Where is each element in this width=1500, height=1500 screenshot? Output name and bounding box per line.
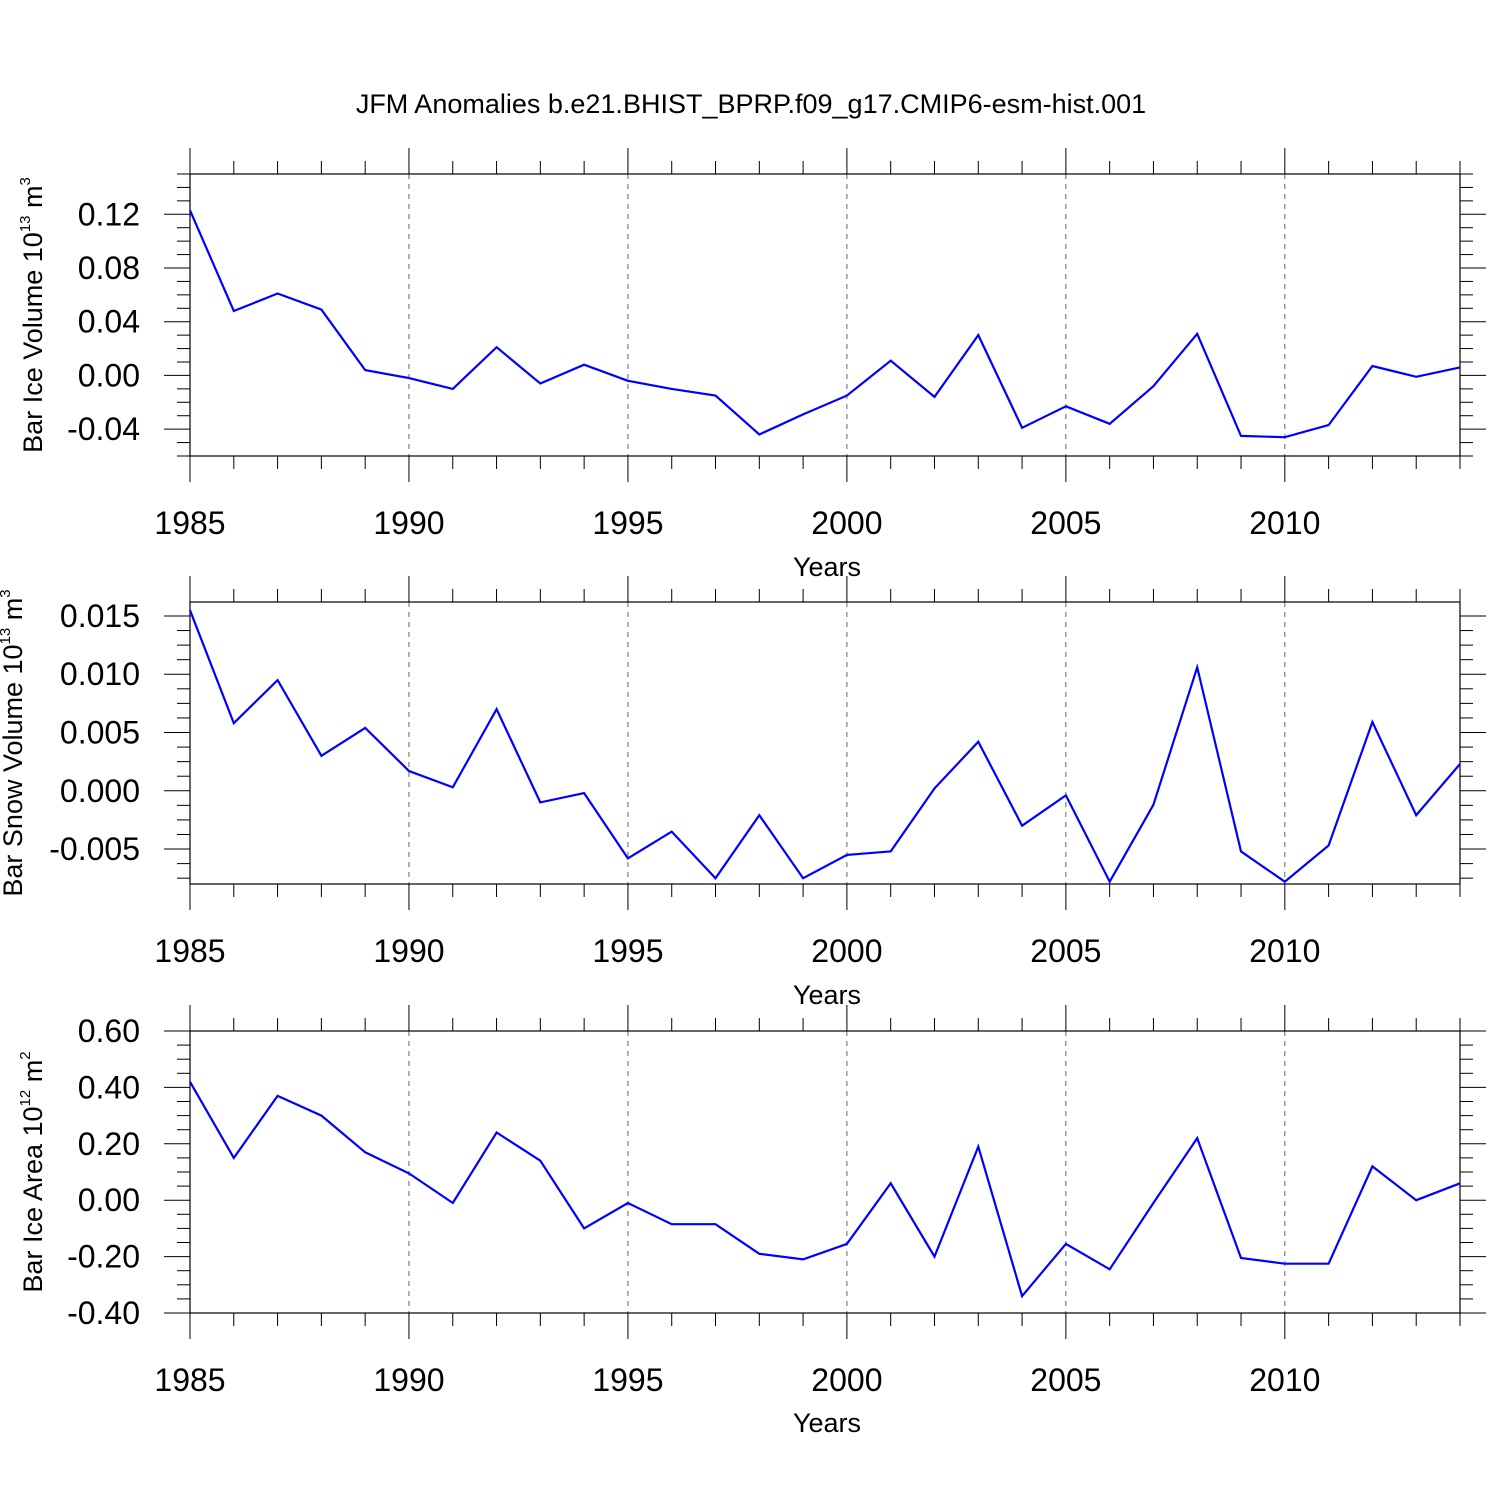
y-tick-label: 0.12 — [78, 196, 140, 232]
plot-frame — [189, 173, 1461, 457]
chart-panel-2: -0.005 0.000 0.005 0.010 0.015 1985 1990 1995 20… — [0, 576, 1486, 1010]
x-tick-label: 2010 — [1249, 505, 1320, 541]
y-axis-label-unit: m — [18, 186, 48, 216]
y-axis-label-exponent: 12 — [17, 1090, 34, 1107]
figure-title: JFM Anomalies b.e21.BHIST_BPRP.f09_g17.C… — [356, 89, 1146, 119]
y-axis-label-main: Bar Snow Volume 10 — [0, 644, 28, 896]
x-tick-label: 1990 — [373, 933, 444, 969]
y-tick-label: 0.000 — [60, 773, 140, 809]
y-tick-label: 0.08 — [78, 250, 140, 286]
y-tick-label: 0.04 — [78, 304, 140, 340]
y-axis-label-unit: m — [0, 598, 28, 628]
y-axis-label: Bar Snow Volume 1013 m3 — [0, 589, 28, 896]
chart-panel-1: -0.04 0.00 0.04 0.08 0.12 1985 1990 1995 2000 200… — [17, 148, 1486, 582]
x-tick-label: 2000 — [811, 933, 882, 969]
y-tick-label: -0.04 — [67, 411, 140, 447]
x-tick-label: 1990 — [373, 1362, 444, 1398]
y-axis-label-unit-exponent: 3 — [0, 589, 14, 597]
x-tick-label: 2010 — [1249, 933, 1320, 969]
y-axis-label-unit: m — [18, 1060, 48, 1090]
x-tick-label: 1995 — [592, 933, 663, 969]
y-axis-label-main: Bar Ice Area 10 — [18, 1106, 48, 1292]
x-tick-label: 2005 — [1030, 1362, 1101, 1398]
y-axis-label: Bar Ice Area 1012 m2 — [17, 1051, 48, 1292]
y-axis-label: Bar Ice Volume 1013 m3 — [17, 177, 48, 453]
x-axis-label: Years — [793, 980, 861, 1010]
series-line-3 — [189, 1081, 1461, 1299]
x-axis-label: Years — [793, 552, 861, 582]
y-tick-label: -0.005 — [49, 831, 140, 867]
x-tick-label: 2000 — [811, 505, 882, 541]
y-tick-label: 0.015 — [60, 598, 140, 634]
x-tick-label: 2005 — [1030, 933, 1101, 969]
y-axis-label-exponent: 13 — [17, 216, 34, 233]
x-axis-label: Years — [793, 1408, 861, 1438]
y-tick-label: 0.60 — [78, 1013, 140, 1049]
y-tick-label: -0.20 — [67, 1239, 140, 1275]
x-tick-label: 2010 — [1249, 1362, 1320, 1398]
y-axis-label-unit-exponent: 3 — [17, 177, 34, 185]
y-tick-label: 0.20 — [78, 1126, 140, 1162]
plot-frame — [189, 1030, 1461, 1314]
series-line-2 — [188, 609, 1461, 885]
x-tick-label: 1995 — [592, 505, 663, 541]
y-axis-label-unit-exponent: 2 — [17, 1051, 34, 1059]
x-tick-label: 1990 — [373, 505, 444, 541]
x-tick-label: 1985 — [154, 1362, 225, 1398]
plot-frame — [189, 601, 1461, 885]
series-line-1 — [188, 209, 1461, 439]
y-tick-label: 0.005 — [60, 715, 140, 751]
y-tick-label: 0.00 — [78, 357, 140, 393]
y-axis-label-exponent: 13 — [0, 628, 14, 645]
x-tick-label: 2000 — [811, 1362, 882, 1398]
x-tick-label: 2005 — [1030, 505, 1101, 541]
y-tick-label: 0.00 — [78, 1182, 140, 1218]
x-tick-label: 1995 — [592, 1362, 663, 1398]
y-tick-label: -0.40 — [67, 1295, 140, 1331]
y-tick-label: 0.010 — [60, 656, 140, 692]
y-tick-label: 0.40 — [78, 1069, 140, 1105]
x-tick-label: 1985 — [154, 505, 225, 541]
x-tick-label: 1985 — [154, 933, 225, 969]
chart-panel-3: -0.40 -0.20 0.00 0.20 0.40 0.60 1985 1990 1995 20… — [17, 1005, 1486, 1438]
y-axis-label-main: Bar Ice Volume 10 — [18, 232, 48, 453]
